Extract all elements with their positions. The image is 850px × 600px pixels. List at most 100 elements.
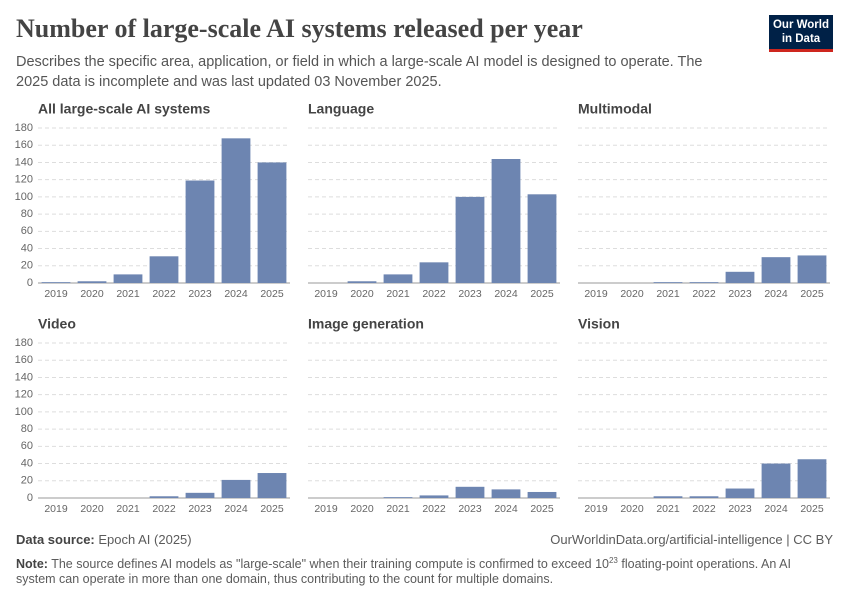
y-tick-label: 60 [21, 225, 33, 237]
bar [653, 496, 683, 498]
bar [527, 194, 557, 283]
note: Note: The source defines AI models as "l… [16, 553, 826, 587]
x-tick-label: 2020 [350, 288, 374, 300]
x-tick-label: 2022 [422, 288, 446, 300]
bar [221, 479, 251, 498]
x-tick-label: 2019 [584, 288, 608, 300]
x-tick-label: 2019 [314, 503, 338, 515]
bar [761, 257, 791, 283]
x-tick-label: 2023 [188, 503, 212, 515]
x-tick-label: 2024 [494, 288, 518, 300]
source-label: Data source: [16, 532, 95, 547]
logo[interactable]: Our World in Data [769, 15, 833, 52]
bar [491, 159, 521, 283]
bar [797, 459, 827, 498]
note-text: The source defines AI models as "large-s… [51, 557, 609, 572]
bar [113, 274, 143, 283]
y-tick-label: 80 [21, 423, 33, 435]
y-tick-label: 0 [27, 277, 33, 289]
x-tick-label: 2023 [188, 288, 212, 300]
bar [419, 262, 449, 283]
bar [419, 495, 449, 498]
x-tick-label: 2023 [728, 288, 752, 300]
bar [185, 180, 215, 283]
bar [689, 282, 719, 283]
bar [221, 138, 251, 283]
panel-title: Video [38, 316, 76, 332]
bar [725, 271, 755, 283]
bar [797, 255, 827, 283]
x-tick-label: 2020 [80, 288, 104, 300]
y-tick-label: 140 [15, 156, 33, 168]
x-tick-label: 2025 [260, 503, 284, 515]
url[interactable]: OurWorldinData.org/artificial-intelligen… [550, 532, 833, 547]
y-tick-label: 100 [15, 406, 33, 418]
bar [347, 281, 377, 283]
panel-title: Vision [578, 316, 620, 332]
y-tick-label: 100 [15, 191, 33, 203]
logo-line: in Data [781, 33, 821, 45]
source: Data source: Epoch AI (2025) [16, 532, 192, 547]
logo-line: Our World [772, 19, 829, 31]
x-tick-label: 2025 [530, 288, 554, 300]
x-tick-label: 2022 [152, 503, 176, 515]
bar [761, 463, 791, 498]
bar [383, 497, 413, 498]
x-tick-label: 2020 [350, 503, 374, 515]
x-tick-label: 2019 [314, 288, 338, 300]
bar [185, 492, 215, 498]
x-tick-label: 2025 [260, 288, 284, 300]
x-tick-label: 2022 [692, 288, 716, 300]
bar [77, 281, 107, 283]
panel-title: Language [308, 101, 374, 117]
y-tick-label: 140 [15, 371, 33, 383]
x-tick-label: 2024 [494, 503, 518, 515]
x-tick-label: 2023 [728, 503, 752, 515]
bar [725, 488, 755, 498]
bar [149, 496, 179, 498]
note-label: Note: [16, 557, 48, 572]
panel-title: All large-scale AI systems [38, 101, 210, 117]
bar [149, 256, 179, 283]
bar [527, 491, 557, 498]
x-tick-label: 2022 [692, 503, 716, 515]
x-tick-label: 2021 [656, 503, 680, 515]
x-tick-label: 2021 [116, 503, 140, 515]
bar [383, 274, 413, 283]
y-tick-label: 20 [21, 260, 33, 272]
panel-title: Multimodal [578, 101, 652, 117]
source-text: Epoch AI (2025) [98, 532, 192, 547]
x-tick-label: 2019 [44, 288, 68, 300]
note-text: floating-point operations. An AI system … [16, 557, 791, 587]
x-tick-label: 2025 [800, 288, 824, 300]
x-tick-label: 2024 [224, 503, 248, 515]
y-tick-label: 40 [21, 242, 33, 254]
x-tick-label: 2021 [656, 288, 680, 300]
note-sup: 23 [608, 556, 618, 565]
x-tick-label: 2019 [44, 503, 68, 515]
bar [491, 489, 521, 498]
x-tick-label: 2021 [116, 288, 140, 300]
bar [455, 486, 485, 498]
bar [689, 496, 719, 498]
y-tick-label: 120 [15, 389, 33, 401]
y-tick-label: 60 [21, 440, 33, 452]
bar [257, 162, 287, 283]
y-tick-label: 40 [21, 457, 33, 469]
x-tick-label: 2023 [458, 288, 482, 300]
x-tick-label: 2024 [224, 288, 248, 300]
x-tick-label: 2025 [800, 503, 824, 515]
x-tick-label: 2020 [620, 288, 644, 300]
bar [653, 282, 683, 283]
y-tick-label: 160 [15, 354, 33, 366]
y-tick-label: 0 [27, 492, 33, 504]
y-tick-label: 80 [21, 208, 33, 220]
y-tick-label: 120 [15, 174, 33, 186]
bar [41, 282, 71, 283]
x-tick-label: 2021 [386, 288, 410, 300]
x-tick-label: 2020 [620, 503, 644, 515]
x-tick-label: 2024 [764, 503, 788, 515]
subtitle: Describes the specific area, application… [16, 54, 703, 90]
y-tick-label: 180 [15, 337, 33, 349]
